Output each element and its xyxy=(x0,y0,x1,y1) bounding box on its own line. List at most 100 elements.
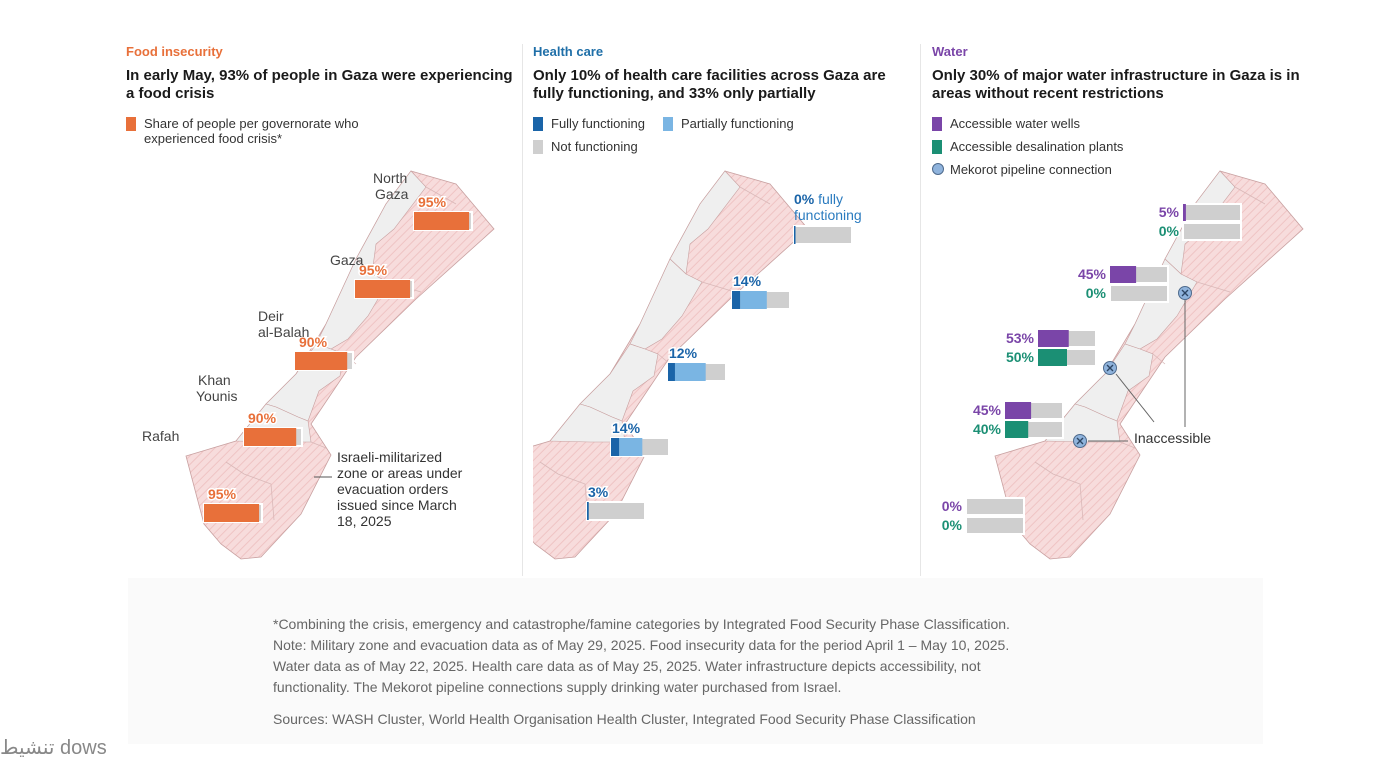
governorate-border xyxy=(1034,461,1084,521)
water-wells-bar xyxy=(1038,330,1069,347)
region-label: Younis xyxy=(196,388,238,404)
water-wells-label: 5% xyxy=(1159,204,1180,220)
health-bar-full xyxy=(732,291,741,309)
accessible-area xyxy=(549,403,626,443)
water-desal-swatch xyxy=(932,140,942,154)
health-bar-full xyxy=(668,363,675,381)
governorate-border xyxy=(739,186,771,205)
food-category: Food insecurity xyxy=(126,44,223,59)
zone-note-line: zone or areas under xyxy=(337,465,463,481)
water-wells-label: Accessible water wells xyxy=(950,116,1081,131)
water-desal-label: Accessible desalination plants xyxy=(950,139,1124,154)
water-desal-label: 50% xyxy=(1006,349,1035,365)
health-north-label: 0% fully xyxy=(794,191,843,207)
divider-1 xyxy=(522,44,523,576)
water-wells-swatch xyxy=(932,117,942,131)
health-bar-partial xyxy=(619,438,643,456)
water-legend: Accessible water wells Accessible desali… xyxy=(932,114,1332,181)
region-label: Gaza xyxy=(375,186,409,202)
water-legend-wells: Accessible water wells xyxy=(932,114,1080,131)
food-legend-item: Share of people per governorate who expe… xyxy=(126,114,366,146)
water-wells-track xyxy=(965,497,1025,516)
food-panel: Food insecurity In early May, 93% of peo… xyxy=(126,44,521,574)
food-bar-label: 95% xyxy=(359,262,388,278)
food-bar-label: 95% xyxy=(418,194,447,210)
water-desal-label: 0% xyxy=(942,517,963,533)
health-bar-label: 14% xyxy=(733,273,762,289)
food-bar xyxy=(204,504,260,522)
health-bar-track xyxy=(793,225,853,245)
accessible-area xyxy=(669,170,741,275)
footnote-box: *Combining the crisis, emergency and cat… xyxy=(128,578,1263,744)
water-panel: Water Only 30% of major water infrastruc… xyxy=(932,44,1332,574)
water-desal-label: 40% xyxy=(973,421,1002,437)
water-desal-track xyxy=(1182,222,1242,241)
health-full-label: Fully functioning xyxy=(551,116,645,131)
governorate-border xyxy=(1152,353,1166,365)
health-north-value: 0% xyxy=(794,191,818,207)
health-bar-full xyxy=(587,502,589,520)
footnote-line-3: Water data as of May 22, 2025. Health ca… xyxy=(273,658,981,674)
health-bar-label: 3% xyxy=(588,484,609,500)
governorate-border xyxy=(1119,441,1136,449)
food-map: 95%95%90%90%95%NorthGazaGazaDeiral-Balah… xyxy=(142,170,495,560)
food-legend: Share of people per governorate who expe… xyxy=(126,114,521,146)
zone-note-line: 18, 2025 xyxy=(337,513,392,529)
governorate-border xyxy=(701,281,736,293)
governorate-border xyxy=(425,186,457,205)
health-legend-full: Fully functioning xyxy=(533,114,645,131)
health-legend-not: Not functioning xyxy=(533,137,638,154)
zone-note-line: Israeli-militarized xyxy=(337,449,442,465)
health-bar-track xyxy=(586,501,646,521)
health-legend: Fully functioning Partially functioning … xyxy=(533,114,918,160)
zone-note-line: evacuation orders xyxy=(337,481,448,497)
food-bar-label: 90% xyxy=(299,334,328,350)
food-bar xyxy=(414,212,470,230)
water-headline: Only 30% of major water infrastructure i… xyxy=(932,67,1300,102)
sources: Sources: WASH Cluster, World Health Orga… xyxy=(273,711,976,727)
gaza-map-group xyxy=(533,170,809,560)
zone-note-line: issued since March xyxy=(337,497,457,513)
health-not-label: Not functioning xyxy=(551,139,638,154)
health-headline: Only 10% of health care facilities acros… xyxy=(533,67,886,102)
water-category: Water xyxy=(932,44,968,59)
water-wells-label: 45% xyxy=(973,402,1002,418)
water-wells-label: 53% xyxy=(1006,330,1035,346)
health-bar-label: 14% xyxy=(612,420,641,436)
food-legend-label: Share of people per governorate who expe… xyxy=(144,116,359,146)
mekorot-cross xyxy=(1106,364,1114,372)
food-bar-label: 90% xyxy=(248,410,277,426)
water-wells-bar xyxy=(1110,266,1137,283)
water-desal-bar xyxy=(1005,421,1029,438)
water-mekorot-label: Mekorot pipeline connection xyxy=(950,162,1112,177)
health-category: Health care xyxy=(533,44,604,59)
water-desal-label: 0% xyxy=(1086,285,1107,301)
footnote-line-4: functionality. The Mekorot pipeline conn… xyxy=(273,679,842,695)
governorate-border xyxy=(310,441,327,449)
health-bar-partial xyxy=(740,291,767,309)
food-bar xyxy=(244,428,297,446)
water-wells-bar xyxy=(1005,402,1032,419)
health-legend-partial: Partially functioning xyxy=(662,114,794,131)
food-bar xyxy=(355,280,411,298)
mekorot-cross xyxy=(1076,437,1084,445)
water-wells-track xyxy=(1182,203,1242,222)
food-bar xyxy=(295,352,348,370)
divider-2 xyxy=(920,44,921,576)
health-bar-full xyxy=(611,438,620,456)
health-bar-label: 12% xyxy=(669,345,698,361)
health-partial-swatch xyxy=(662,117,673,131)
water-desal-bar xyxy=(1038,349,1067,366)
water-legend-mekorot: Mekorot pipeline connection xyxy=(932,160,1112,177)
footnote-line-1: *Combining the crisis, emergency and cat… xyxy=(273,616,1010,632)
water-wells-label: 0% xyxy=(942,498,963,514)
governorate-border xyxy=(1196,281,1231,293)
region-label: North xyxy=(373,170,407,186)
water-legend-desal: Accessible desalination plants xyxy=(932,137,1123,154)
region-label: Rafah xyxy=(142,428,179,444)
health-north-label-2: functioning xyxy=(794,207,862,223)
health-full-swatch xyxy=(533,117,543,131)
region-label: Khan xyxy=(198,372,231,388)
militarized-zone xyxy=(533,170,809,560)
